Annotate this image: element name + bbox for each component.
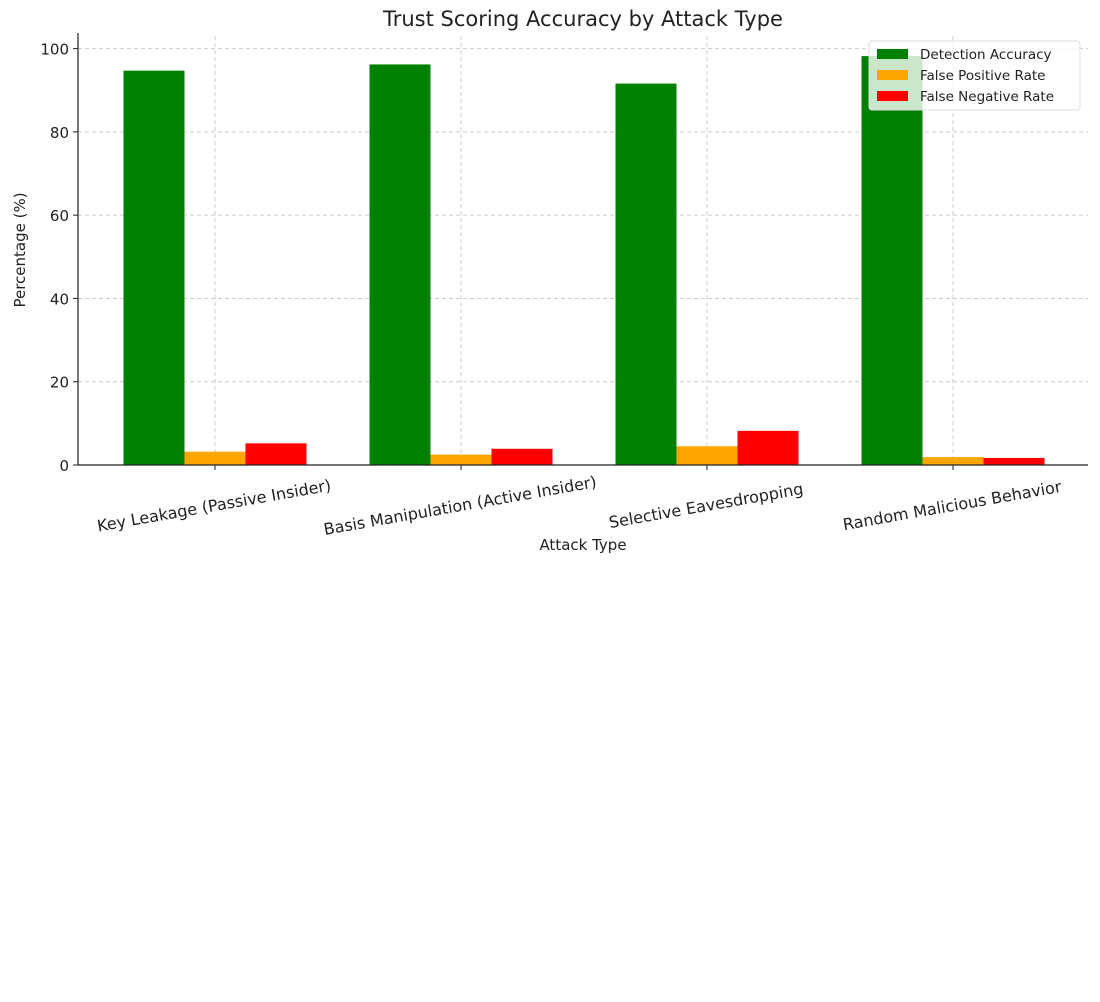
x-tick-label: Random Malicious Behavior [841, 477, 1063, 534]
bar-detection-accuracy [615, 83, 677, 465]
bar-false-positive-rate [184, 451, 246, 465]
bar-detection-accuracy [369, 64, 431, 465]
bar-false-positive-rate [676, 446, 738, 465]
y-axis-label: Percentage (%) [11, 192, 29, 307]
y-tick-label: 40 [50, 290, 69, 308]
y-tick-label: 60 [50, 207, 69, 225]
y-tick-label: 80 [50, 124, 69, 142]
y-tick-label: 0 [59, 457, 69, 475]
legend-swatch [877, 49, 908, 59]
y-tick-label: 100 [40, 41, 69, 59]
legend-label: False Negative Rate [920, 89, 1054, 105]
legend-label: Detection Accuracy [920, 47, 1052, 63]
x-axis-label: Attack Type [539, 536, 626, 554]
bar-false-negative-rate [491, 448, 553, 465]
grid [78, 36, 1088, 466]
bar-false-negative-rate [245, 443, 307, 465]
x-tick-label: Key Leakage (Passive Insider) [96, 476, 333, 536]
y-tick-label: 20 [50, 374, 69, 392]
bar-detection-accuracy [861, 56, 923, 465]
bar-false-positive-rate [430, 454, 492, 465]
legend: Detection Accuracy False Positive Rate Fal… [868, 40, 1081, 111]
bar-false-negative-rate [737, 430, 799, 465]
legend-label: False Positive Rate [920, 68, 1045, 84]
x-tick-label: Selective Eavesdropping [607, 479, 804, 532]
chart-title: Trust Scoring Accuracy by Attack Type [382, 7, 783, 31]
bars [123, 56, 1045, 466]
bar-detection-accuracy [123, 70, 185, 466]
bar-false-negative-rate [983, 457, 1045, 465]
legend-swatch [877, 91, 908, 101]
legend-box [868, 40, 1081, 111]
legend-swatch [877, 70, 908, 80]
x-tick-label: Basis Manipulation (Active Insider) [322, 472, 598, 539]
bar-false-positive-rate [922, 457, 984, 465]
